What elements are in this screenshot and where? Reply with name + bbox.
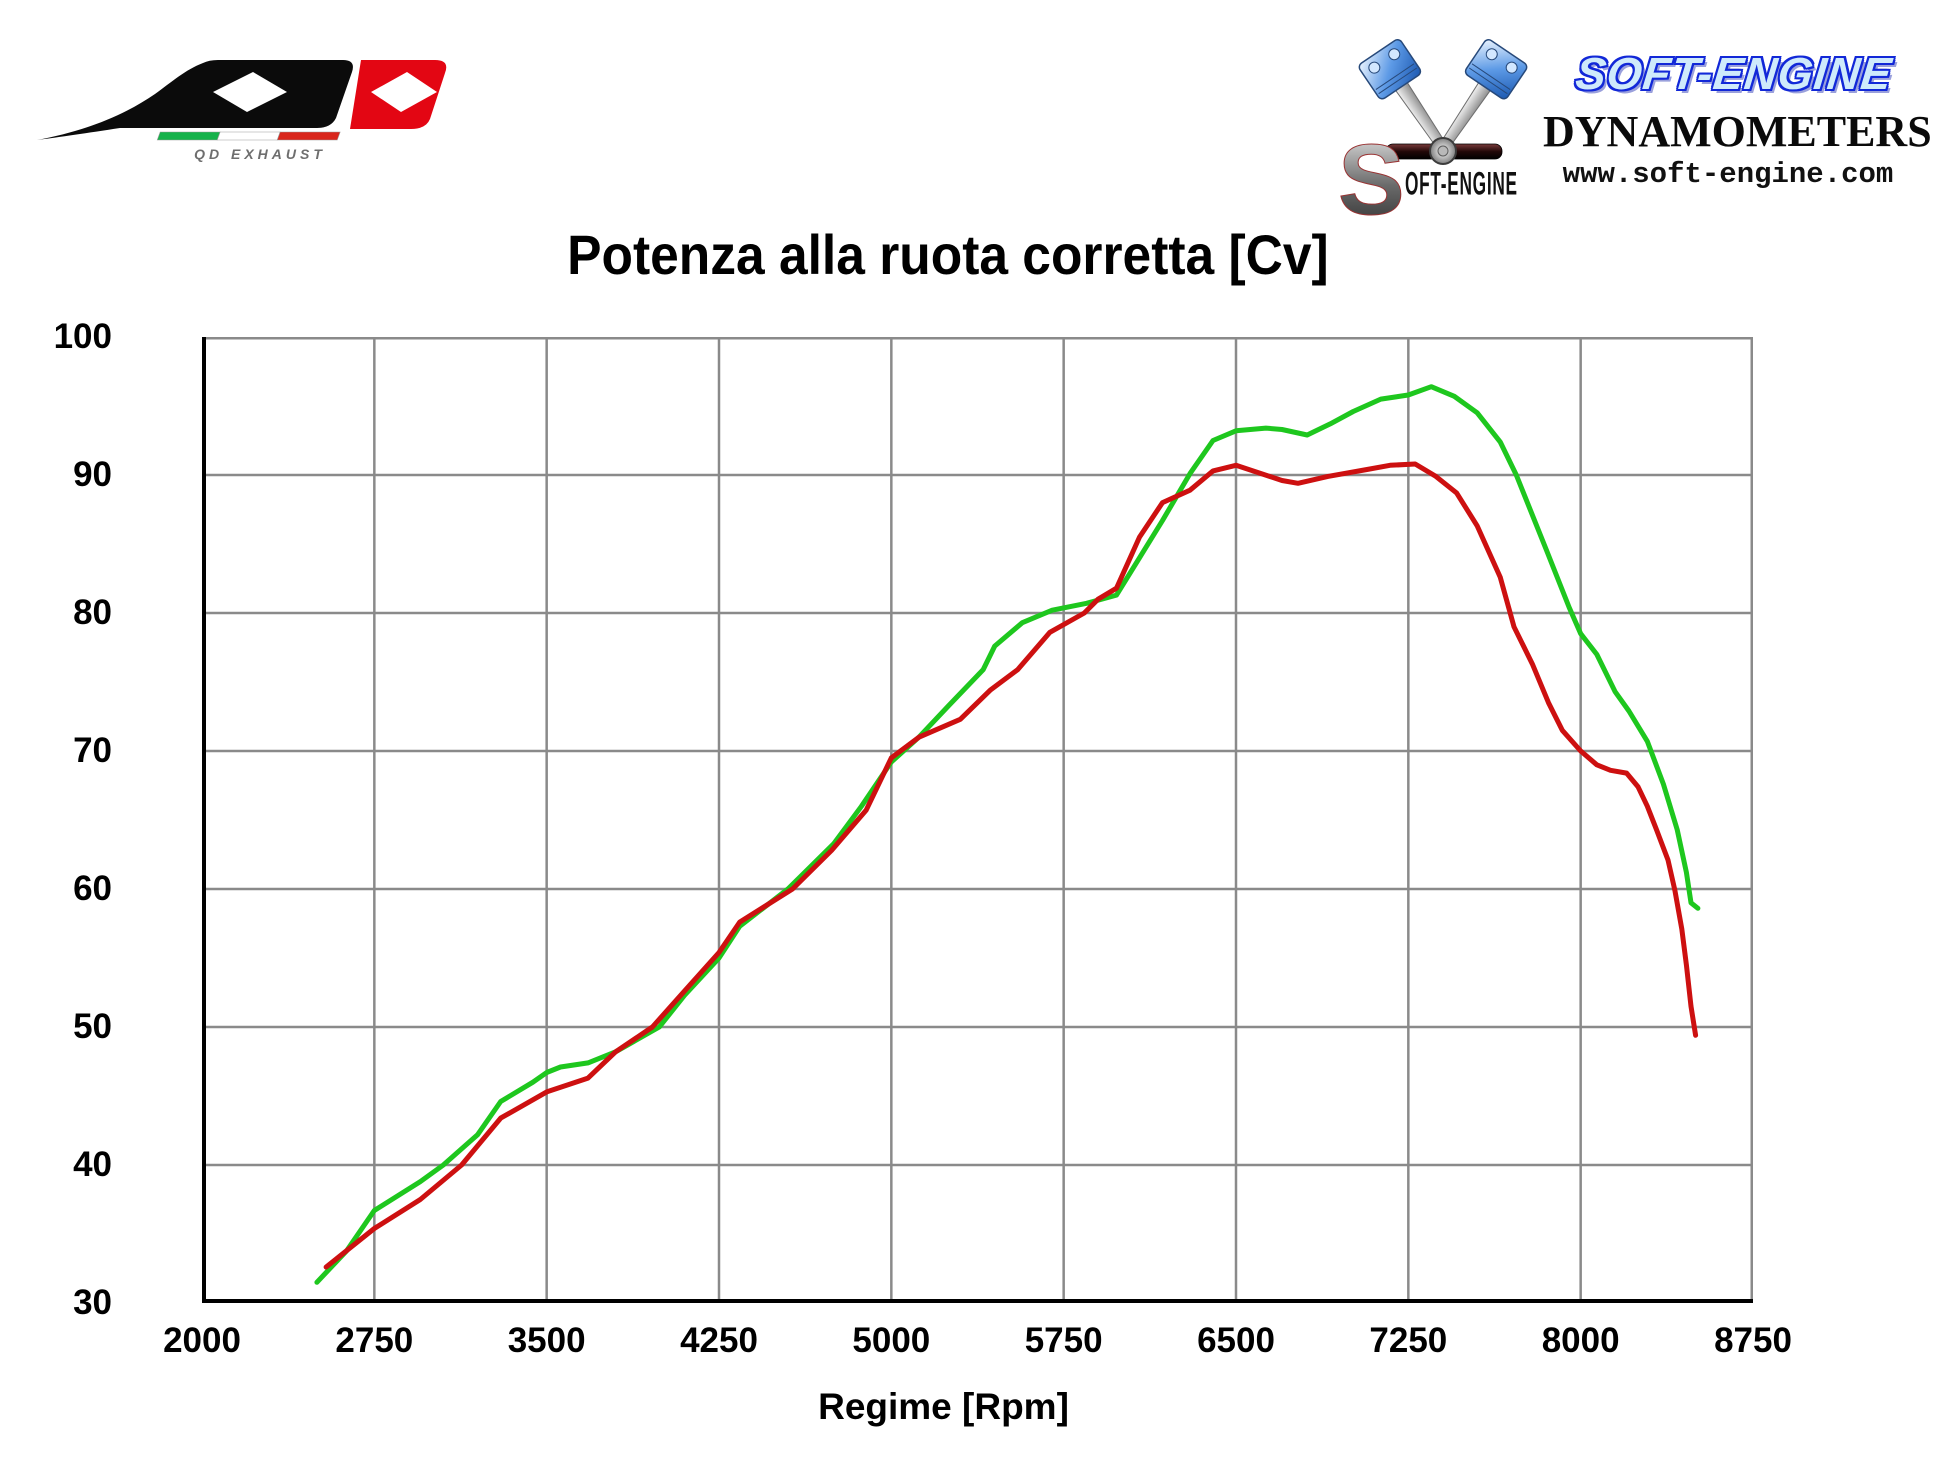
y-tick-label: 40 bbox=[73, 1145, 112, 1184]
qd-logo-tricolor-stripe bbox=[156, 131, 341, 141]
y-tick-label: 70 bbox=[73, 731, 112, 770]
x-axis-title: Regime [Rpm] bbox=[818, 1386, 1069, 1427]
x-tick-label: 5750 bbox=[1024, 1321, 1103, 1360]
red-line bbox=[323, 461, 1699, 1270]
x-tick-label: 7250 bbox=[1369, 1321, 1448, 1360]
qd-logo-black-diamond-hole bbox=[213, 72, 287, 112]
y-tick-label: 100 bbox=[53, 317, 112, 356]
x-tick-label: 8750 bbox=[1714, 1321, 1792, 1360]
qd-exhaust-logo: QD EXHAUST bbox=[37, 60, 447, 162]
x-tick-label: 2000 bbox=[163, 1321, 241, 1360]
dynamometers-label: DYNAMOMETERS bbox=[1543, 107, 1932, 156]
x-tick-label: 5000 bbox=[852, 1321, 931, 1360]
x-tick-label: 3500 bbox=[507, 1321, 586, 1360]
soft-engine-s-mark: S bbox=[1338, 124, 1405, 221]
y-axis-labels: 30 40 50 60 70 80 90 100 bbox=[0, 0, 112, 1460]
green-line bbox=[314, 384, 1701, 1285]
qd-logo-black-shape bbox=[37, 60, 353, 140]
qd-exhaust-caption: QD EXHAUST bbox=[194, 146, 326, 162]
y-tick-label: 30 bbox=[73, 1283, 112, 1322]
y-tick-label: 90 bbox=[73, 455, 112, 494]
x-axis-labels: 2000 2750 3500 4250 5000 5750 6500 7250 8000 8750 bbox=[0, 1318, 1946, 1364]
y-tick-label: 50 bbox=[73, 1007, 112, 1046]
plot-area bbox=[202, 337, 1753, 1303]
y-tick-label: 60 bbox=[73, 869, 112, 908]
pistons-icon: S bbox=[1338, 39, 1528, 221]
left-piston bbox=[1358, 39, 1446, 149]
chart-title: Potenza alla ruota corretta [Cv] bbox=[566, 223, 1329, 286]
x-tick-label: 4250 bbox=[680, 1321, 758, 1360]
website-url: www.soft-engine.com bbox=[1562, 158, 1894, 191]
right-piston bbox=[1440, 39, 1528, 149]
y-tick-label: 80 bbox=[73, 593, 112, 632]
x-tick-label: 6500 bbox=[1197, 1321, 1275, 1360]
x-tick-label: 2750 bbox=[335, 1321, 414, 1360]
crank-pin bbox=[1437, 145, 1449, 157]
qd-logo-red-diamond-hole bbox=[371, 72, 437, 112]
x-tick-label: 8000 bbox=[1541, 1321, 1620, 1360]
soft-engine-mark-rest: OFT-ENGINE bbox=[1405, 166, 1518, 203]
soft-engine-brand: SOFT-ENGINE bbox=[1573, 48, 1895, 99]
